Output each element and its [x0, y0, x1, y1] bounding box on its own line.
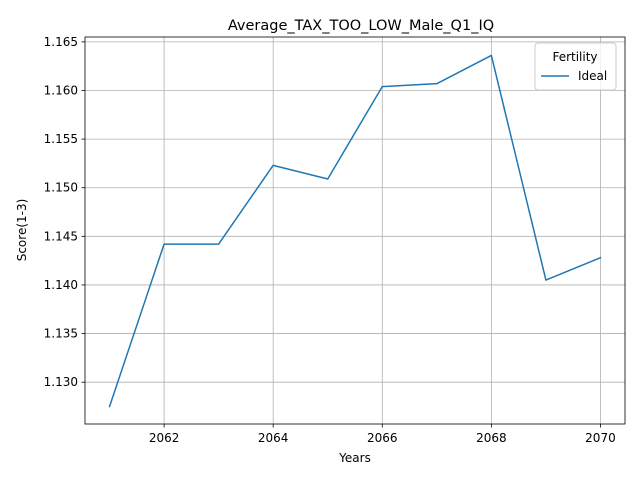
legend: Fertility Ideal: [534, 42, 617, 91]
x-tick-label: 2064: [258, 431, 289, 445]
legend-label-ideal: Ideal: [578, 69, 607, 83]
y-axis-label: Score(1-3): [15, 199, 29, 262]
y-tick-label: 1.155: [44, 132, 78, 146]
x-axis-label: Years: [338, 451, 371, 465]
y-tick-label: 1.150: [44, 181, 78, 195]
series-layer: [108, 54, 602, 408]
x-axis-ticks: 2062 2064 2066 2068 2070: [149, 424, 616, 445]
x-tick-label: 2062: [149, 431, 180, 445]
y-tick-label: 1.140: [44, 278, 78, 292]
grid-lines: [85, 37, 625, 424]
y-tick-label: 1.165: [44, 35, 78, 49]
y-tick-label: 1.160: [44, 83, 78, 97]
series-line-ideal: [108, 54, 602, 408]
chart-title: Average_TAX_TOO_LOW_Male_Q1_IQ: [228, 18, 494, 34]
y-tick-label: 1.130: [44, 375, 78, 389]
plot-frame: [84, 36, 626, 425]
y-tick-label: 1.135: [44, 327, 78, 341]
x-tick-label: 2068: [476, 431, 507, 445]
legend-title: Fertility: [552, 50, 597, 64]
x-tick-label: 2070: [585, 431, 616, 445]
y-tick-label: 1.145: [44, 229, 78, 243]
legend-box: [534, 42, 617, 91]
x-tick-label: 2066: [367, 431, 398, 445]
y-axis-ticks: 1.130 1.135 1.140 1.145 1.150 1.155 1.160 1.165: [44, 35, 85, 389]
